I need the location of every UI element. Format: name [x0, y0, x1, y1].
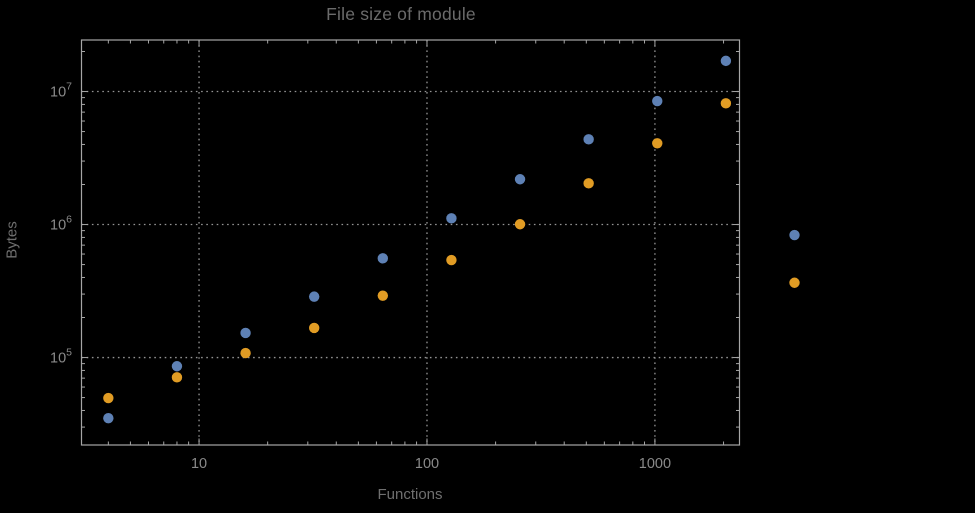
y-tick-label: 105	[50, 347, 72, 367]
data-point-series-blue	[171, 361, 183, 372]
plot-title: File size of module	[326, 4, 476, 24]
data-point-series-blue	[103, 412, 114, 424]
data-point-series-orange	[171, 372, 183, 383]
data-point-series-blue	[514, 174, 526, 185]
data-point-series-orange	[240, 347, 251, 359]
x-tick-label: 10	[191, 456, 207, 472]
x-tick-label: 1000	[639, 456, 671, 472]
data-point-series-orange	[720, 98, 732, 109]
data-point-series-orange	[103, 392, 114, 404]
y-tick-label: 107	[50, 81, 72, 101]
data-point-series-orange	[789, 277, 800, 288]
x-axis-label: Functions	[377, 486, 443, 503]
y-tick-label: 106	[50, 214, 72, 234]
data-point-series-blue	[652, 95, 663, 107]
data-point-series-orange	[652, 138, 663, 149]
data-point-series-blue	[583, 134, 594, 145]
data-point-series-blue	[446, 213, 457, 224]
data-point-series-orange	[308, 322, 320, 334]
data-point-series-blue	[308, 291, 320, 302]
data-point-series-orange	[377, 290, 389, 301]
x-tick-label: 100	[415, 456, 439, 472]
data-point-series-blue	[377, 253, 389, 264]
data-point-series-orange	[583, 178, 594, 189]
data-point-series-blue	[720, 55, 732, 67]
y-axis-label: Bytes	[3, 221, 21, 259]
data-point-series-orange	[446, 254, 457, 266]
data-point-series-orange	[514, 219, 526, 230]
data-point-series-blue	[789, 229, 800, 241]
plot-frame	[80, 39, 741, 446]
data-point-series-blue	[240, 327, 251, 339]
